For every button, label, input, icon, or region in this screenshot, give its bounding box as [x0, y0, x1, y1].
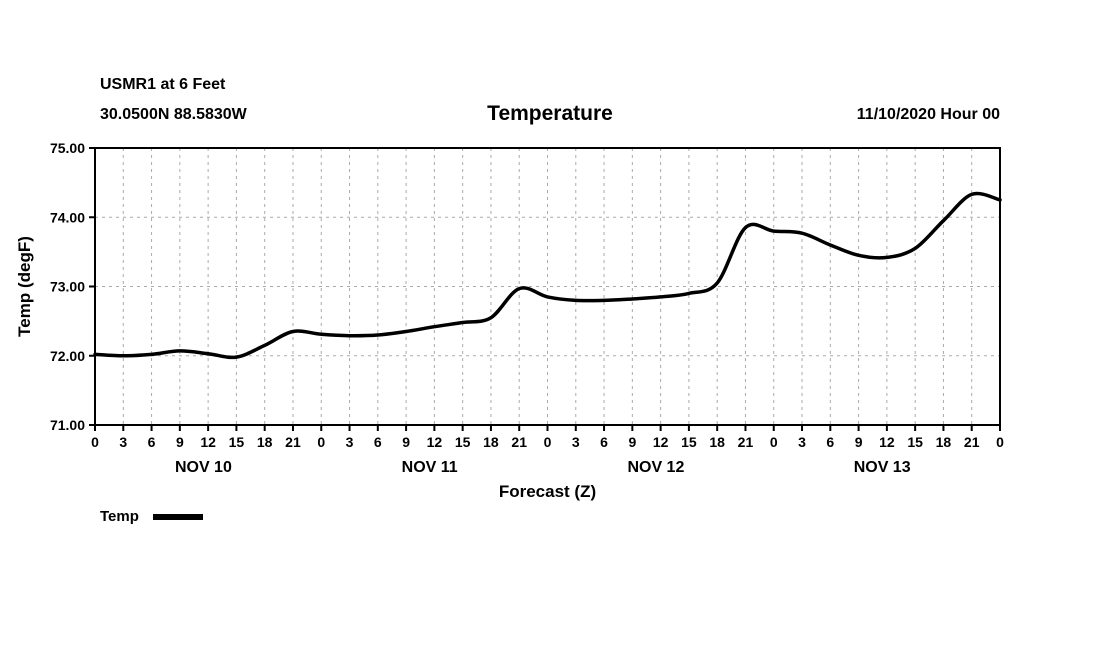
x-tick-label: 21 — [511, 434, 527, 450]
chart-title: Temperature — [487, 102, 613, 125]
x-tick-label: 12 — [879, 434, 895, 450]
x-axis-title: Forecast (Z) — [499, 482, 596, 501]
x-tick-label: 6 — [374, 434, 382, 450]
x-tick-label: 3 — [346, 434, 354, 450]
x-tick-label: 9 — [628, 434, 636, 450]
x-tick-label: 6 — [148, 434, 156, 450]
day-label: NOV 11 — [402, 459, 458, 476]
x-tick-label: 6 — [600, 434, 608, 450]
y-tick-label: 73.00 — [50, 279, 85, 295]
x-tick-label: 21 — [964, 434, 980, 450]
x-tick-label: 3 — [798, 434, 806, 450]
x-tick-label: 9 — [176, 434, 184, 450]
station-label: USMR1 at 6 Feet — [100, 76, 226, 93]
x-tick-label: 21 — [285, 434, 301, 450]
x-tick-label: 3 — [572, 434, 580, 450]
day-label: NOV 10 — [175, 459, 232, 476]
x-tick-label: 18 — [709, 434, 725, 450]
x-tick-label: 3 — [119, 434, 127, 450]
y-tick-label: 74.00 — [50, 209, 85, 225]
y-tick-label: 72.00 — [50, 348, 85, 364]
x-tick-label: 15 — [229, 434, 245, 450]
x-tick-label: 18 — [936, 434, 952, 450]
x-tick-label: 0 — [544, 434, 552, 450]
y-axis-title: Temp (degF) — [15, 236, 34, 337]
day-label: NOV 13 — [854, 459, 911, 476]
x-tick-label: 15 — [455, 434, 471, 450]
x-tick-label: 0 — [317, 434, 325, 450]
temp-series-line — [93, 191, 1002, 360]
legend-line-swatch — [152, 513, 203, 520]
x-tick-label: 0 — [996, 434, 1004, 450]
x-tick-label: 21 — [738, 434, 754, 450]
coordinates-label: 30.0500N 88.5830W — [100, 106, 247, 123]
legend: Temp — [100, 508, 203, 525]
x-tick-label: 18 — [483, 434, 499, 450]
day-label: NOV 12 — [627, 459, 684, 476]
x-tick-label: 18 — [257, 434, 273, 450]
x-tick-label: 0 — [91, 434, 99, 450]
x-tick-label: 12 — [200, 434, 216, 450]
x-tick-label: 9 — [855, 434, 863, 450]
y-tick-label: 71.00 — [50, 417, 85, 433]
x-tick-label: 15 — [681, 434, 697, 450]
x-tick-label: 9 — [402, 434, 410, 450]
y-tick-label: 75.00 — [50, 140, 85, 156]
forecast-datetime-label: 11/10/2020 Hour 00 — [856, 106, 1000, 123]
legend-label: Temp — [100, 508, 139, 525]
x-tick-label: 12 — [653, 434, 669, 450]
x-tick-label: 6 — [826, 434, 834, 450]
x-tick-label: 15 — [907, 434, 923, 450]
x-tick-label: 12 — [427, 434, 443, 450]
x-tick-label: 0 — [770, 434, 778, 450]
